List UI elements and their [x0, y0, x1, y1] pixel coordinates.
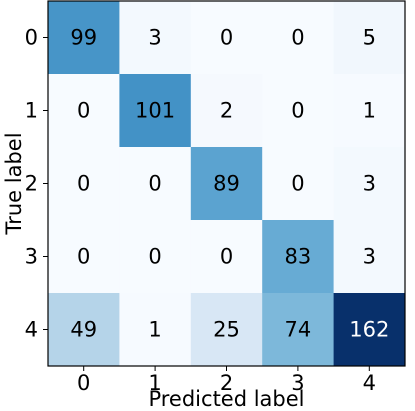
cell-value: 0 [77, 99, 90, 123]
heatmap-cell [119, 293, 192, 367]
heatmap-cell [119, 1, 192, 75]
cell-value: 99 [70, 26, 97, 50]
heatmap-cell [48, 1, 120, 75]
cell-value: 0 [148, 245, 161, 269]
x-axis-ticks: 0 1 2 3 4 [77, 366, 376, 395]
heatmap-cell [333, 293, 406, 367]
heatmap-cell [48, 147, 120, 221]
heatmap-cell [190, 220, 263, 294]
heatmap-cell [48, 220, 120, 294]
cell-value: 0 [291, 172, 304, 196]
y-tick-label: 3 [25, 245, 38, 269]
cell-value: 74 [285, 318, 312, 342]
cell-value: 162 [349, 318, 389, 342]
heatmap-cell [262, 293, 335, 367]
cell-value-labels: 99 3 0 0 5 0 101 2 0 1 0 0 89 0 3 0 0 0 83 3 49 1 25 74 162 [70, 26, 389, 342]
heatmap-cell [48, 74, 120, 148]
cell-value: 101 [135, 99, 175, 123]
cell-value: 1 [148, 318, 161, 342]
heatmap-cells [48, 1, 406, 367]
y-axis-label: True label [2, 132, 26, 235]
x-tick-label: 1 [148, 371, 161, 395]
cell-value: 25 [213, 318, 240, 342]
y-tick-label: 4 [25, 318, 38, 342]
heatmap-cell [190, 293, 263, 367]
y-tick-label: 0 [25, 26, 38, 50]
heatmap-cell [190, 147, 263, 221]
x-axis-label: Predicted label [148, 387, 304, 411]
x-tick-label: 2 [220, 371, 233, 395]
heatmap-cell [262, 74, 335, 148]
y-tick-label: 1 [25, 99, 38, 123]
heatmap-cell [262, 147, 335, 221]
cell-value: 0 [148, 172, 161, 196]
heatmap-cell [190, 1, 263, 75]
heatmap-cell [262, 1, 335, 75]
heatmap-cell [333, 147, 406, 221]
cell-value: 1 [363, 99, 376, 123]
cell-value: 83 [285, 245, 312, 269]
heatmap-cell [333, 74, 406, 148]
heatmap-cell [119, 74, 192, 148]
x-tick-label: 4 [363, 371, 376, 395]
cell-value: 0 [77, 245, 90, 269]
x-tick-label: 3 [291, 371, 304, 395]
heatmap-cell [262, 220, 335, 294]
cell-value: 89 [213, 172, 240, 196]
cell-value: 0 [291, 26, 304, 50]
x-tick-label: 0 [77, 371, 90, 395]
cell-value: 0 [77, 172, 90, 196]
cell-value: 2 [220, 99, 233, 123]
cell-value: 5 [363, 26, 376, 50]
heatmap-cell [333, 1, 406, 75]
heatmap-cell [333, 220, 406, 294]
cell-value: 49 [70, 318, 97, 342]
y-tick-label: 2 [25, 172, 38, 196]
cell-value: 3 [363, 245, 376, 269]
heatmap-cell [48, 293, 120, 367]
cell-value: 0 [291, 99, 304, 123]
cell-value: 3 [363, 172, 376, 196]
y-axis-ticks: 0 1 2 3 4 [25, 26, 48, 342]
cell-value: 3 [148, 26, 161, 50]
cell-value: 0 [220, 26, 233, 50]
cell-value: 0 [220, 245, 233, 269]
heatmap-cell [190, 74, 263, 148]
heatmap-cell [119, 147, 192, 221]
heatmap-cell [119, 220, 192, 294]
